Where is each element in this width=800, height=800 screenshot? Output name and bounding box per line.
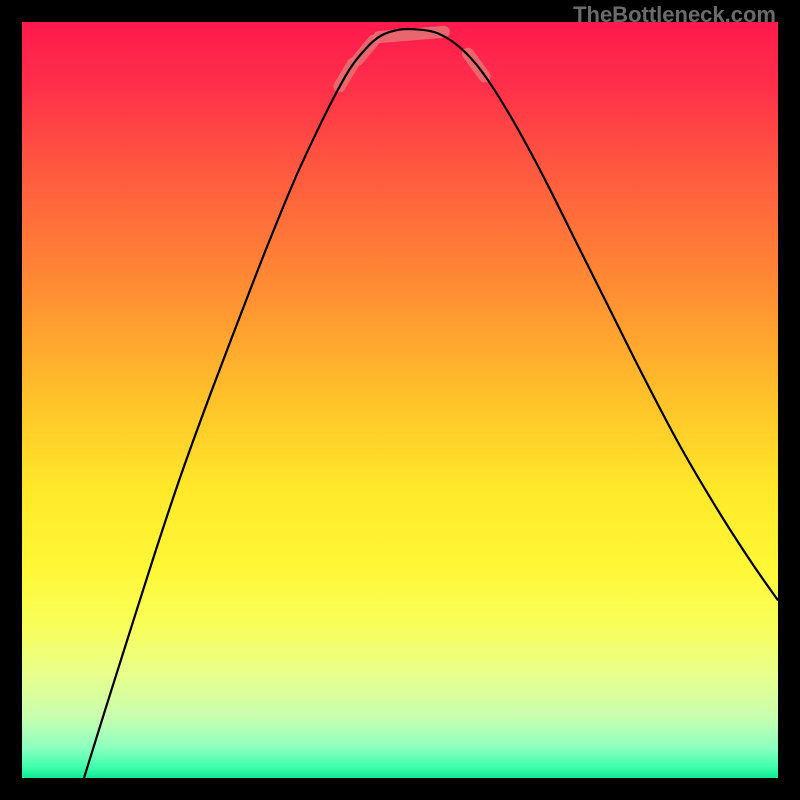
- chart-frame: TheBottleneck.com: [0, 0, 800, 800]
- gradient-background: [22, 22, 778, 778]
- watermark-text: TheBottleneck.com: [573, 2, 776, 28]
- plot-svg: [22, 22, 778, 778]
- plot-area: [22, 22, 778, 778]
